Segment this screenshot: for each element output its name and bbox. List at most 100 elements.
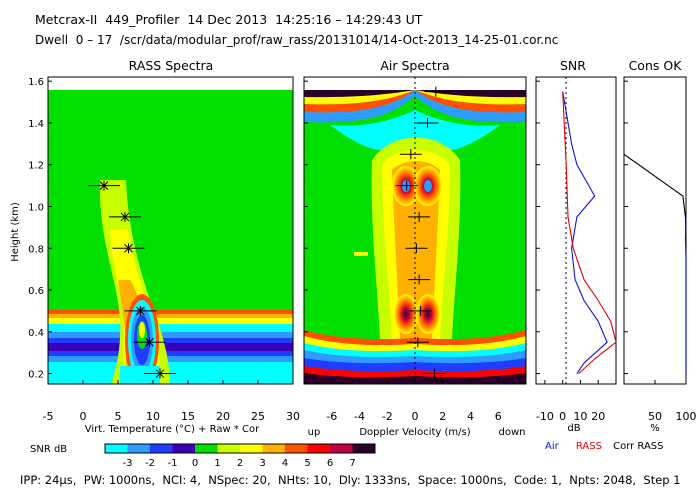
x-tick-label: 20 <box>216 410 230 423</box>
rass-heatmap <box>48 90 293 384</box>
x-tick-label: -5 <box>43 410 54 423</box>
profiler-figure: RASS Spectra Air Spectra SNR Cons OK Hei… <box>10 58 697 469</box>
colorbar-swatch <box>217 444 240 453</box>
colorbar-swatch <box>127 444 150 453</box>
spectrum-peak-marker <box>408 274 431 285</box>
spectrum-peak-marker <box>124 305 157 316</box>
y-tick-label: 0.6 <box>28 286 44 297</box>
air-heatmap <box>304 90 526 384</box>
header-title: Metcrax-II 449_Profiler 14 Dec 2013 14:2… <box>35 12 423 27</box>
spectrum-peak-marker <box>424 86 447 97</box>
y-tick-label: 1.4 <box>28 119 44 130</box>
colorbar-swatch <box>240 444 263 453</box>
snr-x-label: dB <box>567 423 580 434</box>
spectrum-peak-marker <box>112 243 145 254</box>
air-down-label: down <box>499 427 526 438</box>
y-tick-labels: 0.2 0.4 0.6 0.8 1.0 1.2 1.4 1.6 <box>28 77 44 380</box>
line-legend-entry: Corr RASS <box>613 441 663 452</box>
x-tick-label: 2 <box>439 410 446 423</box>
snr-frame <box>535 76 617 385</box>
x-tick-label: -4 <box>354 410 365 423</box>
y-tick-label: 1.0 <box>28 202 44 213</box>
snr-title: SNR <box>560 58 586 73</box>
colorbar-swatch <box>150 444 173 453</box>
x-tick-label: 5 <box>115 410 122 423</box>
x-tick-label: 10 <box>573 410 587 423</box>
colorbar-tick-label: 5 <box>304 458 310 469</box>
x-tick-label: 50 <box>648 410 662 423</box>
x-tick-label: 15 <box>181 410 195 423</box>
colorbar-tick-label: 4 <box>282 458 288 469</box>
x-tick-label: 0 <box>559 410 566 423</box>
spectrum-peak-marker <box>406 337 429 348</box>
colorbar-tick-label: 6 <box>327 458 333 469</box>
colorbar-tick-label: -3 <box>123 458 133 469</box>
colorbar-tick-label: 2 <box>237 458 243 469</box>
x-tick-label: 100 <box>676 410 697 423</box>
cons-frame <box>623 76 687 385</box>
colorbar-tick-label: -2 <box>145 458 155 469</box>
spectrum-peak-marker <box>423 368 446 379</box>
rass-x-label: Virt. Temperature (°C) + Raw * Cor <box>85 424 260 435</box>
x-tick-label: 10 <box>146 410 160 423</box>
colorbar-swatch <box>262 444 285 453</box>
colorbar-tick-label: 0 <box>192 458 198 469</box>
colorbar-tick-label: 3 <box>259 458 265 469</box>
x-tick-label: -2 <box>382 410 393 423</box>
footer-params: IPP: 24µs, PW: 1000ns, NCI: 4, NSpec: 20… <box>20 473 681 487</box>
spectrum-peak-marker <box>88 180 120 191</box>
colorbar-tick-label: -1 <box>168 458 178 469</box>
y-tick-label: 0.2 <box>28 370 44 381</box>
x-tick-label: -6 <box>326 410 337 423</box>
snr-legend-label: SNR dB <box>30 444 67 455</box>
series-line-air <box>684 216 687 374</box>
rass-frame <box>47 76 294 385</box>
y-tick-label: 1.6 <box>28 77 44 88</box>
x-tick-label: 6 <box>495 410 502 423</box>
colorbar-tick-label: 1 <box>214 458 220 469</box>
air-up-label: up <box>308 427 321 438</box>
series-line-air <box>562 91 608 374</box>
colorbar-swatch <box>307 444 330 453</box>
line-legend: Air RASS Corr RASS <box>545 441 664 452</box>
snr-colorbar: -3 -2 -1 0 1 2 3 4 5 6 7 <box>104 443 376 469</box>
colorbar-swatch <box>172 444 195 453</box>
colorbar-tick-label: 7 <box>349 458 355 469</box>
chart-marks: -5 0 5 10 15 20 25 30 -6 -4 -2 0 2 4 6 -10 0 10 20 50 100 <box>43 80 697 423</box>
colorbar-swatch <box>352 444 375 453</box>
colorbar-swatch <box>330 444 353 453</box>
x-tick-label: 0 <box>80 410 87 423</box>
x-tick-label: -10 <box>536 410 554 423</box>
series-line-corr-rass <box>623 153 687 374</box>
line-legend-entry: RASS <box>576 441 602 452</box>
rass-title: RASS Spectra <box>129 58 214 73</box>
header-dwell: Dwell 0 – 17 /scr/data/modular_prof/raw_… <box>35 33 559 47</box>
y-tick-label: 0.4 <box>28 328 44 339</box>
spectrum-peak-marker <box>409 305 432 316</box>
spectrum-peak-marker <box>405 243 428 254</box>
x-tick-label: 25 <box>251 410 265 423</box>
x-tick-label: 20 <box>591 410 605 423</box>
cons-title: Cons OK <box>629 58 683 73</box>
spectrum-peak-marker <box>144 368 176 379</box>
x-tick-label: 4 <box>467 410 474 423</box>
spectrum-peak-marker <box>408 211 431 222</box>
x-tick-label: 0 <box>412 410 419 423</box>
colorbar-swatch <box>285 444 308 453</box>
colorbar-swatch <box>105 444 128 453</box>
cons-x-label: % <box>650 423 660 434</box>
series-line-rass <box>562 91 617 375</box>
air-x-label: Doppler Velocity (m/s) <box>359 427 470 438</box>
spectrum-peak-marker <box>133 337 166 348</box>
spectrum-peak-marker <box>416 117 439 128</box>
x-tick-label: 30 <box>286 410 300 423</box>
y-tick-label: 0.8 <box>28 244 44 255</box>
y-axis-label: Height (km) <box>10 202 21 262</box>
spectrum-peak-marker <box>109 211 141 222</box>
spectrum-peak-marker <box>399 149 422 160</box>
y-tick-label: 1.2 <box>28 161 44 172</box>
colorbar-swatch <box>195 444 218 453</box>
air-title: Air Spectra <box>380 58 449 73</box>
line-legend-entry: Air <box>545 441 560 452</box>
spectrum-peak-marker <box>395 180 418 191</box>
